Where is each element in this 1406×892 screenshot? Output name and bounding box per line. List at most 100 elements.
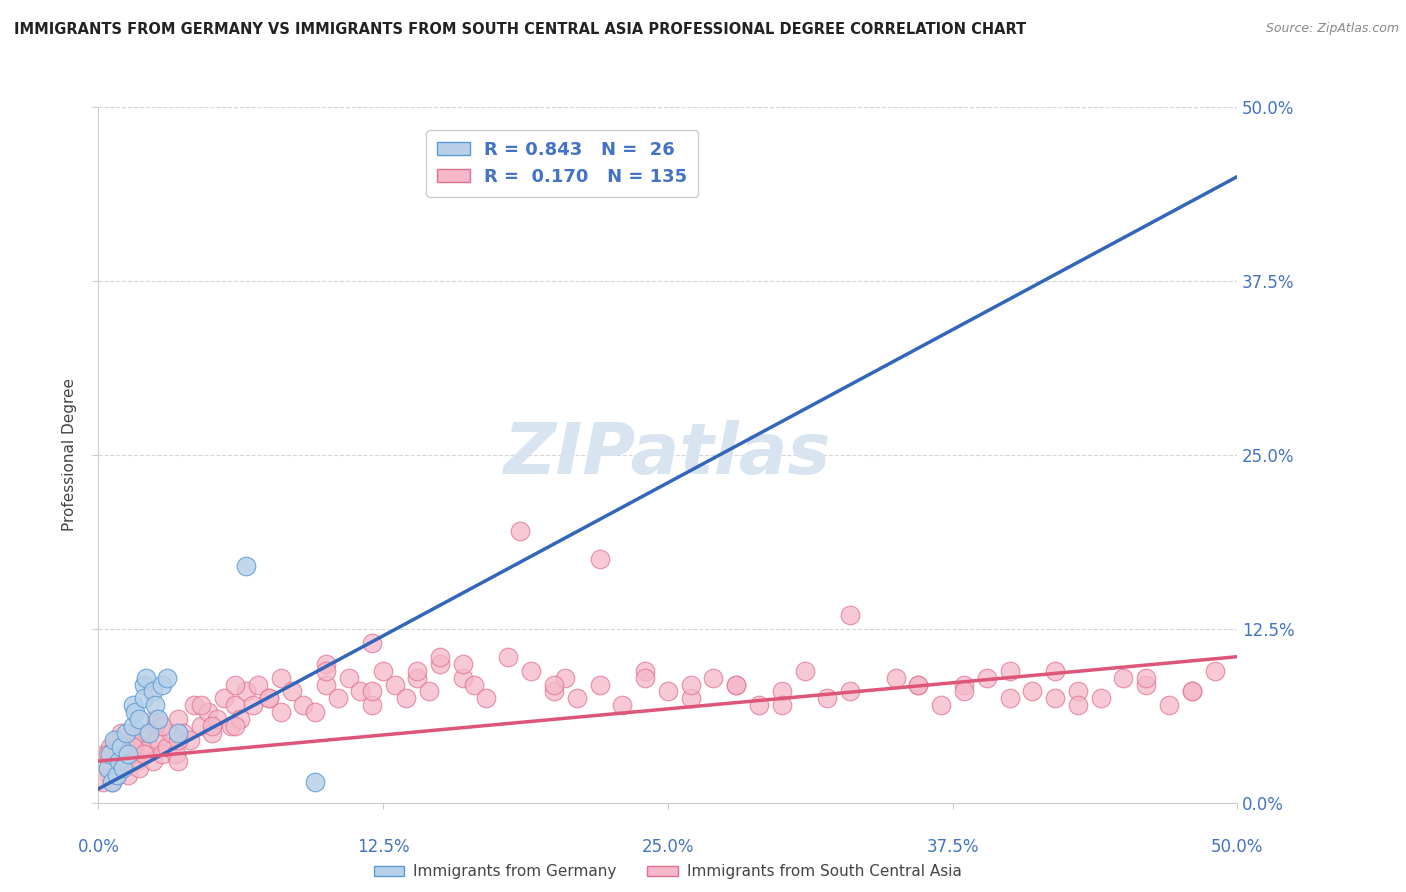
Point <box>103 733 125 747</box>
Point <box>212 691 235 706</box>
Point <box>1112 671 1135 685</box>
Point <box>612 698 634 713</box>
Point <box>1181 684 1204 698</box>
Point <box>94 747 117 761</box>
Point <box>105 768 128 782</box>
Text: 12.5%: 12.5% <box>357 838 409 855</box>
Point <box>326 691 349 706</box>
Point <box>156 671 179 685</box>
Point <box>270 706 292 720</box>
Point <box>179 733 201 747</box>
Point <box>588 677 610 691</box>
Point <box>748 698 770 713</box>
Point <box>451 671 474 685</box>
Point <box>101 761 124 775</box>
Point <box>172 726 194 740</box>
Point <box>121 740 143 755</box>
Point <box>96 761 118 775</box>
Point <box>1067 684 1090 698</box>
Point <box>406 671 429 685</box>
Point <box>96 761 118 775</box>
Point <box>725 677 748 691</box>
Point <box>114 754 136 768</box>
Point <box>349 684 371 698</box>
Point <box>565 691 588 706</box>
Point <box>105 768 128 782</box>
Point <box>292 698 315 713</box>
Point <box>998 691 1021 706</box>
Point <box>201 726 224 740</box>
Point <box>167 754 190 768</box>
Point <box>145 712 167 726</box>
Point <box>138 726 160 740</box>
Point <box>702 671 724 685</box>
Point <box>1157 698 1180 713</box>
Point <box>124 706 146 720</box>
Point <box>135 671 157 685</box>
Point <box>315 664 337 678</box>
Point <box>135 726 157 740</box>
Point <box>98 768 121 782</box>
Point <box>679 691 702 706</box>
Point <box>117 768 139 782</box>
Point <box>142 754 165 768</box>
Text: ZIPatlas: ZIPatlas <box>505 420 831 490</box>
Point <box>197 706 219 720</box>
Point <box>360 684 382 698</box>
Point <box>98 740 121 755</box>
Point <box>160 726 183 740</box>
Text: 25.0%: 25.0% <box>641 838 695 855</box>
Point <box>138 740 160 755</box>
Point <box>91 775 114 789</box>
Point <box>131 733 153 747</box>
Point <box>121 726 143 740</box>
Point <box>406 664 429 678</box>
Text: 0.0%: 0.0% <box>77 838 120 855</box>
Point <box>121 719 143 733</box>
Point <box>304 775 326 789</box>
Point <box>474 691 496 706</box>
Point <box>588 552 610 566</box>
Point <box>145 719 167 733</box>
Point <box>384 677 406 691</box>
Point <box>360 636 382 650</box>
Point <box>101 775 124 789</box>
Point <box>907 677 929 691</box>
Point <box>117 747 139 761</box>
Point <box>543 684 565 698</box>
Point <box>98 747 121 761</box>
Point <box>1135 671 1157 685</box>
Point <box>1204 664 1226 678</box>
Point <box>1135 677 1157 691</box>
Point <box>146 712 169 726</box>
Point <box>839 684 862 698</box>
Point <box>259 691 281 706</box>
Point <box>259 691 281 706</box>
Point <box>953 684 976 698</box>
Point <box>142 684 165 698</box>
Point <box>165 747 187 761</box>
Point <box>998 664 1021 678</box>
Point <box>371 664 394 678</box>
Point <box>554 671 576 685</box>
Point <box>205 712 228 726</box>
Point <box>108 754 131 768</box>
Point <box>418 684 440 698</box>
Point <box>108 747 131 761</box>
Point <box>235 559 257 574</box>
Point <box>110 726 132 740</box>
Point <box>150 747 173 761</box>
Legend: Immigrants from Germany, Immigrants from South Central Asia: Immigrants from Germany, Immigrants from… <box>367 858 969 886</box>
Point <box>884 671 907 685</box>
Point <box>145 698 167 713</box>
Point <box>103 754 125 768</box>
Point <box>128 761 150 775</box>
Point <box>110 740 132 755</box>
Point <box>167 733 190 747</box>
Point <box>1067 698 1090 713</box>
Point <box>132 691 155 706</box>
Point <box>132 677 155 691</box>
Point <box>121 733 143 747</box>
Point <box>228 712 250 726</box>
Point <box>121 698 143 713</box>
